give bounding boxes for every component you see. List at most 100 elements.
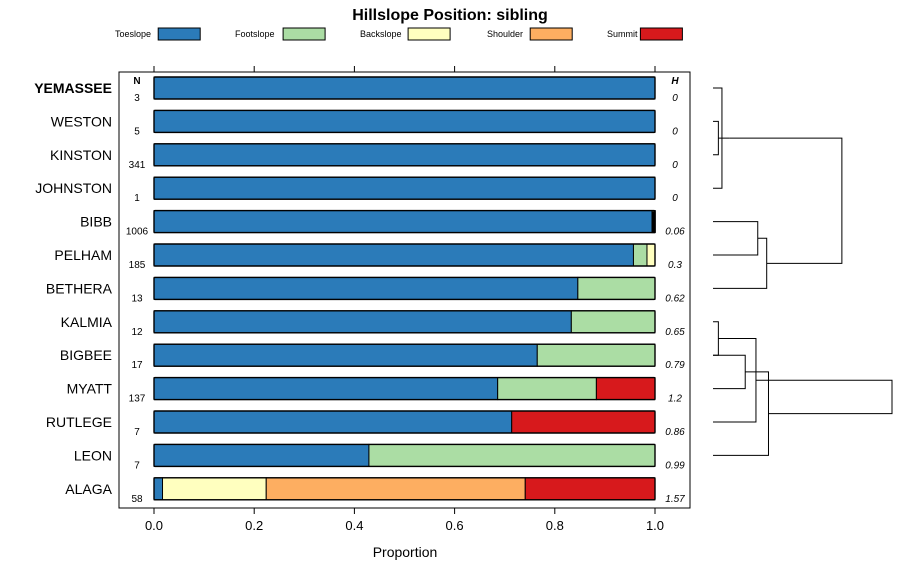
row-h-value: 0.79 (665, 360, 685, 371)
dendrogram-branch (755, 379, 893, 415)
bar-segment-toeslope (153, 477, 164, 501)
bar-segment-toeslope (153, 343, 538, 367)
row-label: YEMASSEE (34, 80, 112, 96)
bar-row: YEMASSEE 3 0 (34, 76, 678, 104)
row-label: RUTLEGE (46, 414, 112, 430)
bar-segment-toeslope (153, 109, 656, 133)
bar-row: BIGBEE 17 0.79 (60, 343, 685, 371)
row-h-value: 0 (672, 160, 678, 171)
row-h-value: 1.57 (665, 494, 685, 505)
row-n-value: 58 (131, 494, 143, 505)
bar-row: BIBB 1006 0.06 (80, 209, 685, 238)
bar-row: JOHNSTON 1 0 (35, 176, 678, 204)
row-n-value: 17 (131, 360, 143, 371)
bar-row: WESTON 5 0 (51, 109, 678, 137)
dendrogram-branch (713, 221, 759, 256)
bar-rows: YEMASSEE 3 0 WESTON 5 0 KINSTON 341 0 JOHNSTON 1 0 B… (34, 76, 685, 505)
legend-swatch (157, 27, 201, 41)
legend-swatch (639, 27, 683, 41)
row-h-value: 0.86 (665, 427, 685, 438)
bar-outline (153, 176, 656, 200)
row-n-value: 137 (129, 394, 146, 405)
legend-swatch (282, 27, 326, 41)
row-h-value: 0 (672, 126, 678, 137)
bar-segment-footslope (536, 343, 656, 367)
bar-outline (153, 143, 656, 167)
x-tick-label: 0.6 (446, 518, 464, 533)
dendrogram-branch (713, 354, 746, 390)
bar-row: LEON 7 0.99 (74, 443, 685, 471)
bar-row: PELHAM 185 0.3 (54, 243, 682, 271)
row-n-value: 7 (134, 427, 140, 438)
row-h-value: 0.62 (665, 293, 685, 304)
row-label: LEON (74, 447, 112, 463)
x-tick-label: 1.0 (646, 518, 664, 533)
bar-outline (153, 276, 656, 301)
row-h-value: 0 (672, 193, 678, 204)
bar-row: KINSTON 341 0 (50, 143, 678, 171)
row-label: MYATT (67, 381, 113, 397)
bar-segment-footslope (577, 276, 656, 300)
bar-outline (153, 443, 656, 468)
dendrogram-branch (729, 137, 843, 264)
row-h-value: 0.65 (665, 327, 685, 338)
legend-label: Summit (607, 29, 638, 39)
bar-segment-toeslope (153, 143, 656, 167)
bar-segment-toeslope (153, 210, 653, 234)
row-n-value: 1 (134, 193, 140, 204)
row-label: KALMIA (61, 314, 113, 330)
legend-label: Backslope (360, 29, 402, 39)
x-tick-label: 0.4 (345, 518, 363, 533)
plot-frame (118, 71, 691, 509)
bar-row: RUTLEGE 7 0.86 (46, 410, 685, 438)
bar-segment-toeslope (153, 176, 656, 200)
bar-outline (153, 477, 656, 501)
row-label: PELHAM (54, 247, 112, 263)
dendrogram-branch (713, 371, 769, 456)
row-label: WESTON (51, 113, 112, 129)
row-label: BIBB (80, 214, 112, 230)
legend-swatch (407, 27, 451, 41)
bar-outline (153, 310, 656, 334)
bar-segment-summit (511, 410, 656, 434)
row-n-value: 13 (131, 293, 143, 304)
dendrogram (713, 87, 893, 456)
bar-segment-toeslope (153, 310, 572, 334)
dendrogram-branch (713, 321, 719, 356)
dendrogram-branch (713, 120, 719, 156)
row-n-value: 3 (134, 93, 140, 104)
row-n-value: 341 (129, 160, 146, 171)
bar-segment-toeslope (153, 76, 656, 100)
row-n-value: 1006 (126, 227, 149, 238)
bar-segment-toeslope (153, 443, 370, 467)
bar-segment-footslope (497, 377, 597, 401)
row-h-value: 0.06 (665, 227, 685, 238)
x-axis-label: Proportion (373, 544, 438, 560)
row-n-value: 7 (134, 460, 140, 471)
row-label: JOHNSTON (35, 180, 112, 196)
row-label: KINSTON (50, 147, 112, 163)
row-n-value: 12 (131, 327, 143, 338)
row-h-value: 0.99 (665, 460, 685, 471)
bar-row: BETHERA 13 0.62 (46, 276, 685, 304)
bar-segment-summit (524, 477, 656, 501)
bar-segment-toeslope (153, 410, 513, 434)
bar-segment-toeslope (153, 377, 499, 401)
legend-label: Toeslope (115, 29, 151, 39)
x-tick-label: 0.0 (145, 518, 163, 533)
n-header: N (133, 76, 140, 87)
row-label: ALAGA (65, 481, 112, 497)
bar-segment-shoulder (265, 477, 526, 501)
row-h-value: 1.2 (668, 394, 682, 405)
row-h-value: 0 (672, 93, 678, 104)
bar-segment-toeslope (153, 243, 634, 267)
legend-swatch (529, 27, 573, 41)
x-tick-label: 0.8 (546, 518, 564, 533)
h-header: H (671, 76, 679, 87)
bar-outline (153, 376, 656, 401)
bar-segment-footslope (632, 243, 648, 267)
row-n-value: 185 (129, 260, 146, 271)
row-n-value: 5 (134, 126, 140, 137)
bar-segment-footslope (368, 443, 656, 467)
legend-label: Shoulder (487, 29, 523, 39)
